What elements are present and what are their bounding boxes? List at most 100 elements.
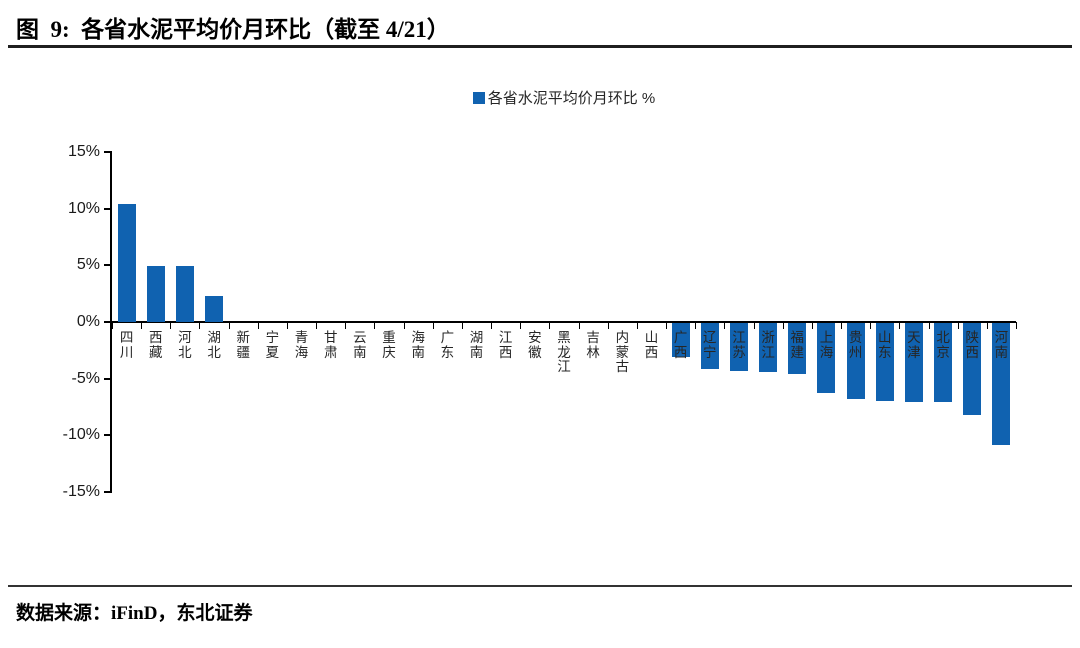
x-axis-tick [578, 322, 580, 329]
y-axis-tick [104, 207, 111, 210]
x-tick-label: 江苏 [732, 330, 746, 360]
bar [904, 323, 923, 403]
x-axis-tick [928, 322, 930, 329]
x-tick-label: 甘肃 [323, 330, 338, 360]
x-tick-label: 青海 [294, 330, 309, 360]
x-tick-label: 河南 [994, 330, 1009, 360]
x-axis-tick [257, 322, 259, 329]
x-axis-tick [520, 322, 522, 329]
x-axis-tick [695, 322, 697, 329]
bar [146, 266, 165, 322]
x-axis-tick [199, 322, 201, 329]
x-tick-label: 上海 [819, 330, 834, 360]
x-axis-tick [811, 322, 813, 329]
x-tick-label: 河北 [178, 330, 192, 360]
x-tick-label: 新疆 [236, 330, 250, 360]
chart-legend: 各省水泥平均价月环比 % [112, 87, 1016, 108]
title-divider [8, 45, 1072, 48]
x-axis-tick [1016, 322, 1017, 329]
y-axis-tick [104, 377, 111, 380]
x-axis-tick [753, 322, 755, 329]
bar [788, 323, 807, 374]
bar [729, 323, 748, 371]
bar [875, 323, 894, 402]
x-tick-label: 湖南 [469, 330, 484, 360]
y-axis-tick [104, 490, 111, 493]
x-axis-tick [432, 322, 434, 329]
x-tick-label: 浙江 [761, 330, 775, 360]
x-tick-label: 湖北 [207, 330, 221, 360]
figure-title: 图 9: 各省水泥平均价月环比（截至 4/21） [16, 17, 450, 42]
legend-swatch-icon [472, 91, 485, 104]
x-tick-label: 山东 [878, 330, 892, 360]
x-axis-tick [286, 322, 288, 329]
x-tick-label: 天津 [907, 330, 921, 360]
x-tick-label: 安徽 [528, 330, 542, 360]
y-axis-tick [104, 434, 111, 437]
x-tick-label: 宁夏 [265, 330, 280, 360]
y-axis-line [110, 151, 112, 493]
x-axis-tick [461, 322, 463, 329]
x-tick-label: 海南 [411, 330, 425, 360]
x-axis-tick [141, 322, 143, 329]
x-tick-label: 吉林 [586, 330, 600, 360]
x-tick-label: 云南 [353, 330, 367, 360]
y-tick-label: -10% [62, 426, 100, 444]
bar [117, 204, 136, 322]
bar [700, 323, 719, 370]
x-axis-line [112, 321, 1016, 323]
bar [846, 323, 865, 399]
x-tick-label: 广西 [673, 330, 688, 360]
x-tick-label: 贵州 [848, 330, 863, 360]
bar [671, 323, 690, 357]
y-tick-label: 5% [76, 256, 100, 274]
bar [992, 323, 1011, 446]
x-axis-tick [491, 322, 493, 329]
y-tick-label: 0% [76, 313, 100, 330]
x-axis-tick [228, 322, 230, 329]
x-axis-tick [666, 322, 668, 329]
legend-label: 各省水泥平均价月环比 % [487, 90, 656, 107]
bar [759, 323, 778, 372]
bar [817, 323, 836, 394]
x-tick-label: 黑龙江 [557, 330, 571, 375]
x-axis-tick [607, 322, 609, 329]
x-tick-label: 江西 [498, 330, 513, 360]
y-tick-label: 10% [67, 199, 100, 217]
x-axis-tick [782, 322, 784, 329]
x-tick-label: 北京 [936, 330, 950, 360]
bar [205, 295, 224, 322]
x-tick-label: 福建 [790, 330, 805, 360]
x-axis-tick [724, 322, 726, 329]
bar [934, 323, 953, 403]
bar [963, 323, 982, 415]
x-tick-label: 广东 [440, 330, 455, 360]
x-tick-label: 山西 [644, 330, 659, 360]
x-tick-label: 陕西 [965, 330, 980, 360]
x-axis-tick [957, 322, 959, 329]
y-tick-label: -5% [71, 369, 100, 387]
y-axis-tick [104, 321, 111, 323]
x-axis-tick [841, 322, 843, 329]
x-axis-tick [870, 322, 872, 329]
x-axis-tick [345, 322, 347, 329]
y-axis-tick [104, 264, 111, 267]
y-tick-label: -15% [62, 482, 100, 500]
x-tick-label: 西藏 [148, 330, 163, 360]
x-axis-tick [112, 322, 113, 329]
y-axis-tick [104, 151, 111, 153]
x-tick-label: 重庆 [382, 330, 396, 360]
footer-divider [8, 585, 1072, 587]
x-axis-tick [374, 322, 376, 329]
x-axis-tick [170, 322, 172, 329]
x-axis-tick [899, 322, 901, 329]
x-tick-label: 辽宁 [703, 330, 717, 360]
x-axis-tick [549, 322, 551, 329]
bar [175, 266, 194, 322]
x-tick-label: 内蒙古 [615, 330, 630, 375]
x-axis-tick [636, 322, 638, 329]
data-source-note: 数据来源：iFinD，东北证券 [16, 603, 253, 624]
x-axis-tick [316, 322, 318, 329]
x-axis-tick [403, 322, 405, 329]
x-axis-tick [986, 322, 988, 329]
